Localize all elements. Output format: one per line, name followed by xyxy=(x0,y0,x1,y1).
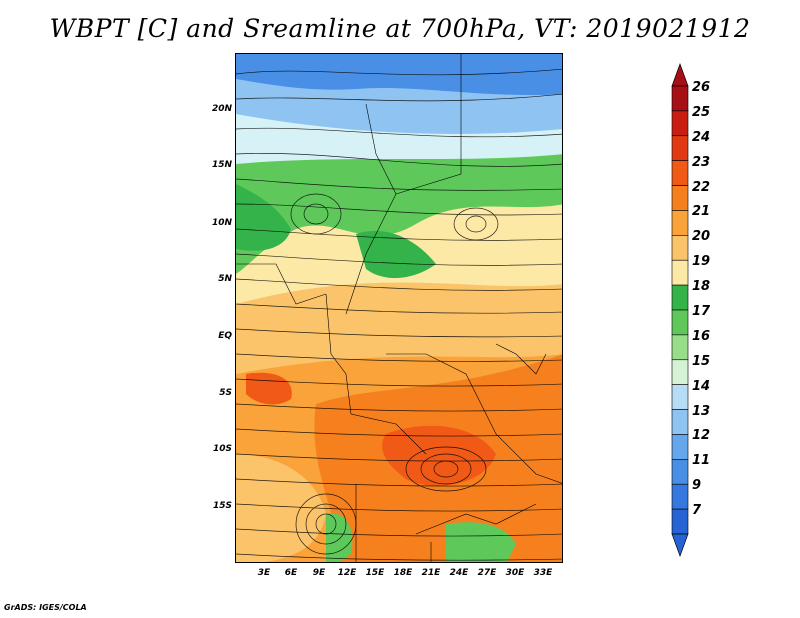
colorbar-cell xyxy=(671,135,689,161)
credit-label: GrADS: IGES/COLA xyxy=(4,603,87,612)
colorbar-label: 20 xyxy=(692,229,711,245)
colorbar-label: 21 xyxy=(692,204,711,220)
colorbar-cell xyxy=(671,334,689,361)
colorbar-cell xyxy=(671,85,689,112)
lat-label: 10S xyxy=(212,444,232,454)
lon-label: 6E xyxy=(284,568,298,578)
colorbar-label: 18 xyxy=(692,279,711,295)
colorbar-cell xyxy=(671,483,689,510)
colorbar-cell xyxy=(671,160,689,186)
colorbar-cell xyxy=(671,185,689,211)
colorbar-cell xyxy=(671,110,689,137)
colorbar-label: 24 xyxy=(692,129,711,145)
lon-label: 21E xyxy=(421,568,441,578)
colorbar-label: 12 xyxy=(692,428,711,444)
colorbar-label: 11 xyxy=(692,453,711,469)
lon-label: 33E xyxy=(533,568,553,578)
lon-label: 9E xyxy=(312,568,326,578)
lat-label: EQ xyxy=(218,331,232,341)
colorbar-top-arrow xyxy=(671,62,689,87)
colorbar-label: 16 xyxy=(692,328,711,344)
colorbar-label: 19 xyxy=(692,254,711,270)
lon-label: 30E xyxy=(505,568,525,578)
lon-label: 15E xyxy=(365,568,385,578)
lon-label: 27E xyxy=(477,568,497,578)
lon-label: 18E xyxy=(393,568,413,578)
colorbar-label: 15 xyxy=(692,353,711,369)
colorbar-label: 7 xyxy=(692,503,702,519)
colorbar-cell xyxy=(671,409,689,435)
colorbar-cell xyxy=(671,210,689,236)
colorbar-label: 17 xyxy=(692,304,711,319)
colorbar-label: 23 xyxy=(692,154,711,170)
lat-label: 5S xyxy=(219,388,232,398)
lat-label: 15S xyxy=(212,501,232,511)
colorbar-cell xyxy=(671,434,689,460)
colorbar-cell xyxy=(671,508,689,535)
colorbar xyxy=(671,62,689,558)
map-panel xyxy=(235,53,563,563)
lat-label: 10N xyxy=(211,218,232,228)
colorbar-label: 22 xyxy=(692,179,711,195)
colorbar-cell xyxy=(671,359,689,385)
wbpt-field xyxy=(236,54,562,562)
lat-label: 5N xyxy=(218,274,232,284)
colorbar-cell xyxy=(671,384,689,410)
colorbar-label: 26 xyxy=(692,80,711,95)
colorbar-cell xyxy=(671,284,689,311)
lat-label: 20N xyxy=(211,104,232,114)
page-title: WBPT [C] and Sreamline at 700hPa, VT: 20… xyxy=(49,14,751,43)
colorbar-bottom-arrow xyxy=(671,533,689,558)
lat-label: 15N xyxy=(211,160,232,170)
colorbar-label: 9 xyxy=(692,478,702,494)
colorbar-cell xyxy=(671,235,689,261)
lon-label: 3E xyxy=(257,568,271,578)
colorbar-cell xyxy=(671,259,689,286)
colorbar-cell xyxy=(671,459,689,485)
colorbar-label: 14 xyxy=(692,378,711,394)
colorbar-label: 25 xyxy=(692,104,711,120)
lon-label: 24E xyxy=(449,568,469,578)
colorbar-cell xyxy=(671,309,689,336)
lon-label: 12E xyxy=(337,568,357,578)
colorbar-label: 13 xyxy=(692,403,711,419)
